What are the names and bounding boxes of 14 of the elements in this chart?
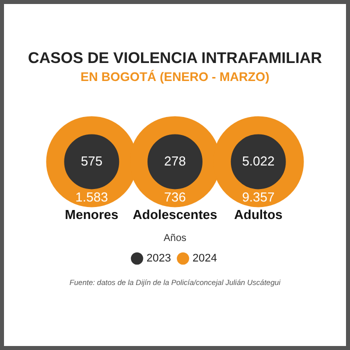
data-label: 1.583 [75, 189, 108, 204]
data-label: 278 [164, 153, 186, 168]
data-label: 575 [80, 153, 103, 168]
text: CASOS DE VIOLENCIA INTRAFAMILIAR [27, 50, 323, 68]
legend-label: 2023 [146, 252, 172, 265]
data-label: 736 [164, 189, 186, 204]
legend-title: Años [164, 232, 186, 244]
category-label: Adultos [234, 206, 283, 222]
legend-label: 2024 [192, 252, 217, 265]
category-label: Adolescentes [132, 206, 218, 222]
text: EN BOGOTÁ (ENERO - MARZO) [80, 70, 270, 84]
data-label: 5.022 [242, 153, 275, 168]
category-label: Menores [64, 206, 118, 222]
data-label: 9.357 [242, 189, 275, 204]
